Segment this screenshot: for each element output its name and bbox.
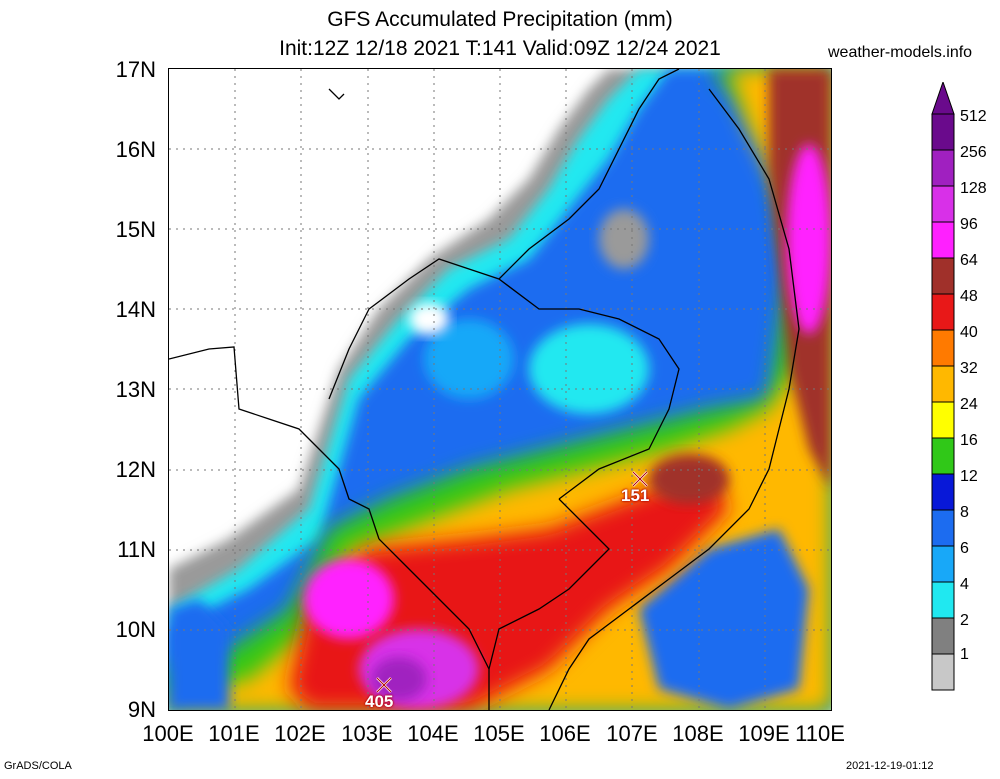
precip-4mm-patch	[529, 324, 649, 414]
footer-software-label: GrADS/COLA	[4, 760, 72, 772]
colorbar-swatch	[931, 509, 955, 547]
colorbar-swatch	[931, 437, 955, 475]
lon-label: 105E	[473, 721, 525, 746]
lat-label: 13N	[115, 377, 156, 402]
precip-8mm-west-edge	[169, 599, 229, 710]
colorbar-swatch	[931, 473, 955, 511]
lon-label: 106E	[539, 721, 591, 746]
colorbar-top-arrow	[931, 82, 955, 115]
map-subtitle: Init:12Z 12/18 2021 T:141 Valid:09Z 12/2…	[279, 37, 721, 60]
precip-1mm-patch	[409, 303, 449, 335]
boundaries	[168, 68, 800, 711]
gulf-of-thailand-coast	[168, 346, 380, 540]
lon-label: 110E	[795, 721, 845, 746]
colorbar-label: 128	[960, 180, 987, 197]
colorbar-label: 2	[960, 612, 969, 629]
colorbar-swatch	[931, 185, 955, 223]
lat-label: 9N	[127, 697, 156, 722]
colorbar-swatch	[931, 257, 955, 295]
colorbar-swatch	[931, 221, 955, 259]
max-value-label-151: 151	[621, 486, 650, 505]
colorbar-swatch	[931, 365, 955, 403]
no-precip-area	[169, 69, 499, 519]
precip-6mm-patch	[424, 319, 514, 399]
colorbar-label: 96	[960, 216, 978, 233]
colorbar-swatch	[931, 653, 955, 691]
colorbar-label: 32	[960, 360, 978, 377]
lat-label: 16N	[115, 137, 156, 162]
lon-label: 102E	[274, 721, 326, 746]
lon-label: 108E	[672, 721, 724, 746]
colorbar-swatch	[931, 293, 955, 331]
precip-64mm-patch	[649, 454, 729, 504]
precip-96mm-patch-west	[304, 559, 394, 639]
colorbar-label: 6	[960, 540, 969, 557]
lake-outline	[328, 88, 345, 100]
colorbar-label: 24	[960, 396, 978, 413]
colorbar-label: 512	[960, 108, 987, 125]
colorbar-label: 1	[960, 646, 969, 663]
lon-label: 103E	[341, 721, 393, 746]
thai-laos-border	[328, 68, 680, 400]
colorbar	[931, 82, 955, 691]
colorbar-bottom-arrow-cap	[930, 688, 956, 692]
lat-label: 11N	[117, 537, 156, 562]
colorbar-label: 256	[960, 144, 987, 161]
precipitation-map	[168, 68, 832, 711]
lat-label: 10N	[115, 617, 156, 642]
lon-label: 101E	[208, 721, 260, 746]
colorbar-label: 48	[960, 288, 978, 305]
footer-timestamp: 2021-12-19-01:12	[846, 760, 934, 772]
vietnam-coastline	[548, 88, 800, 711]
lat-label: 17N	[115, 57, 156, 82]
colorbar-label: 40	[960, 324, 978, 341]
max-marker-151	[632, 471, 648, 487]
colorbar-label: 64	[960, 252, 978, 269]
lat-label: 15N	[115, 217, 156, 242]
colorbar-label: 16	[960, 432, 978, 449]
lat-label: 12N	[115, 457, 156, 482]
lon-label: 100E	[142, 721, 194, 746]
vietnam-cambodia-border	[488, 498, 610, 670]
precip-256mm-patch	[371, 657, 427, 701]
lat-label: 14N	[115, 297, 156, 322]
graticule	[169, 69, 831, 710]
colorbar-label: 8	[960, 504, 969, 521]
cambodia-laos-border	[498, 278, 680, 500]
colorbar-swatch	[931, 113, 955, 151]
colorbar-swatch	[931, 401, 955, 439]
colorbar-label: 4	[960, 576, 969, 593]
precipitation-map-svg	[168, 68, 831, 711]
lon-label: 104E	[407, 721, 459, 746]
colorbar-label: 12	[960, 468, 978, 485]
colorbar-swatch	[931, 329, 955, 367]
colorbar-swatch	[931, 581, 955, 619]
colorbar-swatch	[931, 617, 955, 655]
colorbar-swatch	[931, 149, 955, 187]
lon-label: 107E	[606, 721, 658, 746]
precip-96mm-east-coast	[787, 144, 831, 334]
max-value-label-405: 405	[365, 692, 394, 711]
colorbar-swatch	[931, 545, 955, 583]
precip-2mm-patch	[599, 209, 649, 269]
precip-8mm-east-2	[639, 529, 809, 709]
map-title: GFS Accumulated Precipitation (mm)	[327, 8, 673, 31]
max-marker-405	[376, 677, 392, 693]
source-site-label: weather-models.info	[828, 44, 973, 61]
lon-label: 109E	[738, 721, 790, 746]
